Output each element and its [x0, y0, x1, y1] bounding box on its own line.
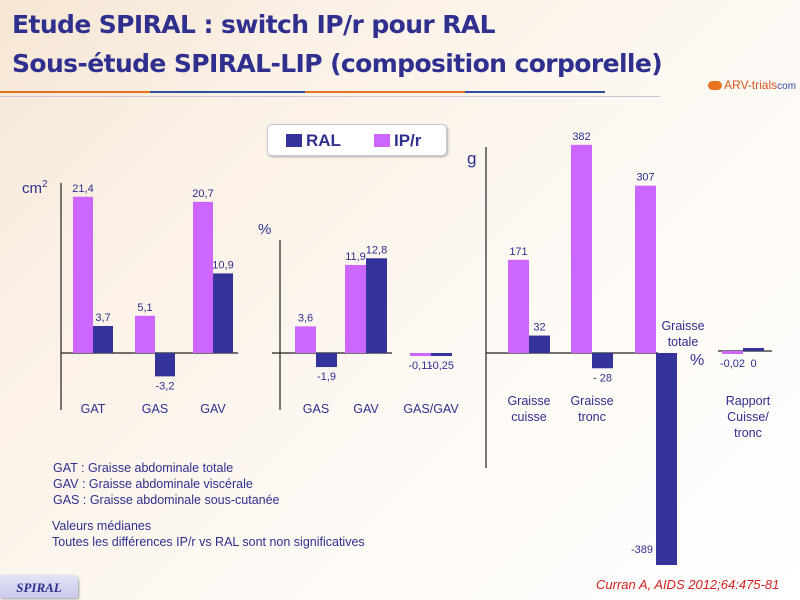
- data-label: 3,7: [95, 312, 110, 324]
- bar-ipr-2-3: [410, 353, 431, 356]
- category-label: Rapport: [726, 394, 771, 408]
- category-label: GAS/GAV: [403, 402, 459, 416]
- slide-title-line1: Etude SPIRAL : switch IP/r pour RAL: [12, 10, 496, 39]
- data-label: 0: [750, 358, 756, 370]
- category-label: GAV: [200, 402, 226, 416]
- bar-ipr-1-2: [135, 315, 155, 353]
- bar-ipr-3-3: [635, 185, 656, 353]
- citation: Curran A, AIDS 2012;64:475-81: [596, 577, 780, 592]
- data-label: 5,1: [137, 302, 152, 314]
- data-label: -0,25: [429, 360, 454, 372]
- data-label: 307: [636, 172, 654, 184]
- chart-legend: RAL IP/r: [267, 124, 447, 156]
- data-label: -3,2: [156, 380, 175, 392]
- bar-ral-2-2: [366, 258, 387, 353]
- header-rule-grey: [0, 96, 660, 97]
- bar-ipr-2-2: [345, 264, 366, 353]
- bar-ral-2-1: [316, 353, 337, 368]
- category-label: tronc: [578, 410, 606, 424]
- category-label: Graisse: [507, 394, 550, 408]
- bar-ral-1-1: [93, 325, 113, 353]
- chart4-y-label: %: [690, 352, 704, 369]
- chart1-y-label: cm2: [22, 179, 48, 197]
- category-label: Graisse: [570, 394, 613, 408]
- data-label: 12,8: [366, 244, 387, 256]
- data-label: 3,6: [298, 312, 313, 324]
- category-label: totale: [668, 335, 699, 349]
- header-rule-blue: [150, 91, 305, 93]
- chart3-y-label: g: [467, 149, 476, 168]
- legend-label-ipr: IP/r: [394, 131, 422, 150]
- bar-ipr-1-1: [73, 196, 93, 353]
- bar-ipr-3-2: [571, 144, 592, 353]
- chart2-y-label: %: [258, 221, 271, 238]
- abbrev-gat: GAT : Graisse abdominale totale: [53, 461, 234, 475]
- footnote-significance: Toutes les différences IP/r vs RAL sont …: [52, 535, 365, 549]
- data-label: 21,4: [72, 183, 93, 195]
- bar-ipr-4-1: [722, 351, 743, 354]
- bar-ral-3-1: [529, 335, 550, 353]
- bar-ipr-1-3: [193, 201, 213, 353]
- data-label: 32: [533, 322, 545, 334]
- footnote-median: Valeurs médianes: [52, 519, 152, 533]
- header-rule-blue-right: [465, 91, 605, 93]
- arv-trials-logo: ARV-trialscom: [708, 78, 796, 92]
- category-label: Graisse: [661, 319, 704, 333]
- legend-swatch-ipr: [374, 134, 390, 147]
- bar-ipr-3-1: [508, 259, 529, 353]
- data-label: 171: [509, 246, 527, 258]
- data-label: - 28: [593, 372, 612, 384]
- bar-ral-3-2: [592, 353, 613, 369]
- data-label: -0,11: [408, 360, 432, 372]
- category-label: GAV: [353, 402, 379, 416]
- category-label: GAS: [142, 402, 168, 416]
- bar-ral-1-3: [213, 273, 233, 353]
- header-rule-orange-left: [0, 91, 150, 93]
- abbrev-gav: GAV : Graisse abdominale viscérale: [53, 477, 253, 491]
- category-label: GAS: [303, 402, 329, 416]
- data-label: 11,9: [345, 251, 366, 263]
- legend-label-ral: RAL: [306, 131, 341, 150]
- bar-ral-4-1: [743, 348, 764, 351]
- spiral-badge: SPIRAL: [0, 575, 78, 598]
- category-label: tronc: [734, 426, 762, 440]
- data-label: -0,02: [720, 358, 745, 370]
- abbrev-gas: GAS : Graisse abdominale sous-cutanée: [53, 493, 280, 507]
- category-label: Cuisse/: [727, 410, 769, 424]
- bar-ral-3-3: [656, 353, 677, 566]
- category-label: GAT: [81, 402, 106, 416]
- data-label: -1,9: [317, 371, 336, 383]
- bar-ral-1-2: [155, 353, 175, 377]
- bar-ipr-2-1: [295, 326, 316, 353]
- data-label: -389: [631, 544, 653, 556]
- pill-icon: [708, 81, 722, 91]
- data-label: 10,9: [212, 259, 233, 271]
- data-label: 382: [572, 131, 590, 143]
- header-rule-orange-mid: [305, 91, 465, 93]
- legend-swatch-ral: [286, 134, 302, 147]
- data-label: 20,7: [192, 188, 213, 200]
- bar-ral-2-3: [431, 353, 452, 356]
- category-label: cuisse: [511, 410, 546, 424]
- slide-title-line2: Sous-étude SPIRAL-LIP (composition corpo…: [12, 49, 663, 78]
